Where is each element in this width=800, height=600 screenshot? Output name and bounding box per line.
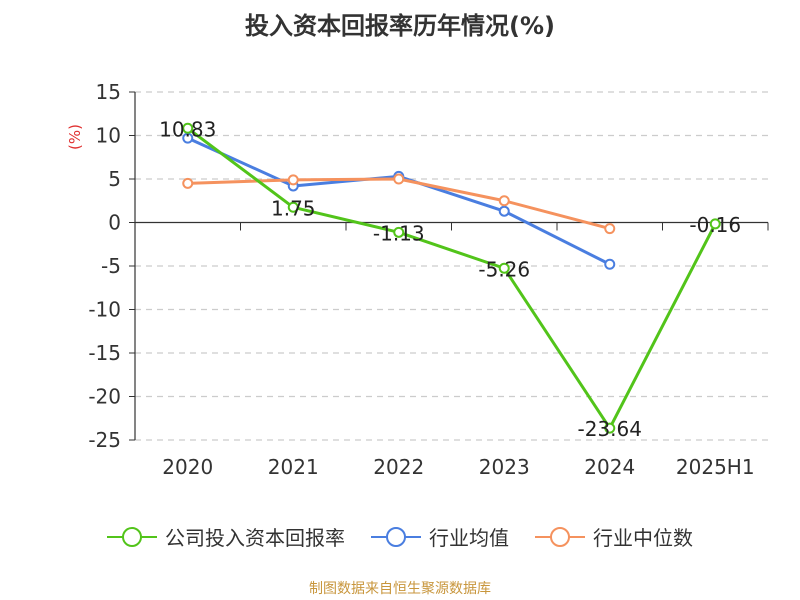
y-tick-label: -10	[88, 298, 121, 322]
y-tick-label: 0	[108, 211, 121, 235]
legend-swatch-company	[107, 526, 157, 548]
data-point	[182, 122, 194, 134]
x-tick-label: 2024	[584, 455, 635, 479]
x-tick-label: 2023	[479, 455, 530, 479]
legend-item-industry-avg[interactable]: 行业均值	[371, 522, 509, 551]
y-tick-label: 5	[108, 167, 121, 191]
data-label: -0.16	[689, 213, 741, 237]
series-line	[186, 127, 717, 430]
x-tick-label: 2020	[162, 455, 213, 479]
y-tick-label: 15	[96, 80, 121, 104]
y-tick-label: -20	[88, 385, 121, 409]
data-point	[393, 173, 405, 185]
legend-label-industry-avg: 行业均值	[429, 526, 509, 550]
data-point	[604, 223, 616, 235]
source-note: 制图数据来自恒生聚源数据库	[309, 581, 491, 597]
x-tick-label: 2021	[268, 455, 319, 479]
legend-swatch-industry-median	[535, 526, 585, 548]
data-point	[393, 226, 405, 238]
x-tick-label: 2022	[373, 455, 424, 479]
y-tick-label: -5	[101, 254, 121, 278]
x-tick-label: 2025H1	[676, 455, 755, 479]
legend-item-company[interactable]: 公司投入资本回报率	[107, 522, 345, 551]
data-point	[498, 262, 510, 274]
y-tick-label: 10	[96, 124, 121, 148]
data-point	[182, 177, 194, 189]
legend-swatch-industry-avg	[371, 526, 421, 548]
data-point	[498, 195, 510, 207]
data-label: -1.13	[373, 221, 425, 245]
data-label: 10.83	[159, 117, 216, 141]
data-point	[604, 422, 616, 434]
y-tick-label: -25	[88, 428, 121, 452]
data-point	[498, 205, 510, 217]
chart-title: 投入资本回报率历年情况(%)	[245, 12, 555, 40]
data-point	[604, 258, 616, 270]
legend: 公司投入资本回报率 行业均值 行业中位数	[0, 522, 800, 551]
data-label: -5.26	[478, 257, 530, 281]
data-point	[287, 174, 299, 186]
legend-label-industry-median: 行业中位数	[593, 526, 693, 550]
y-tick-label: -15	[88, 341, 121, 365]
data-point	[287, 201, 299, 213]
legend-item-industry-median[interactable]: 行业中位数	[535, 522, 693, 551]
data-label: -23.64	[578, 417, 642, 441]
data-point	[709, 218, 721, 230]
data-label: 1.75	[271, 196, 316, 220]
legend-label-company: 公司投入资本回报率	[165, 526, 345, 550]
